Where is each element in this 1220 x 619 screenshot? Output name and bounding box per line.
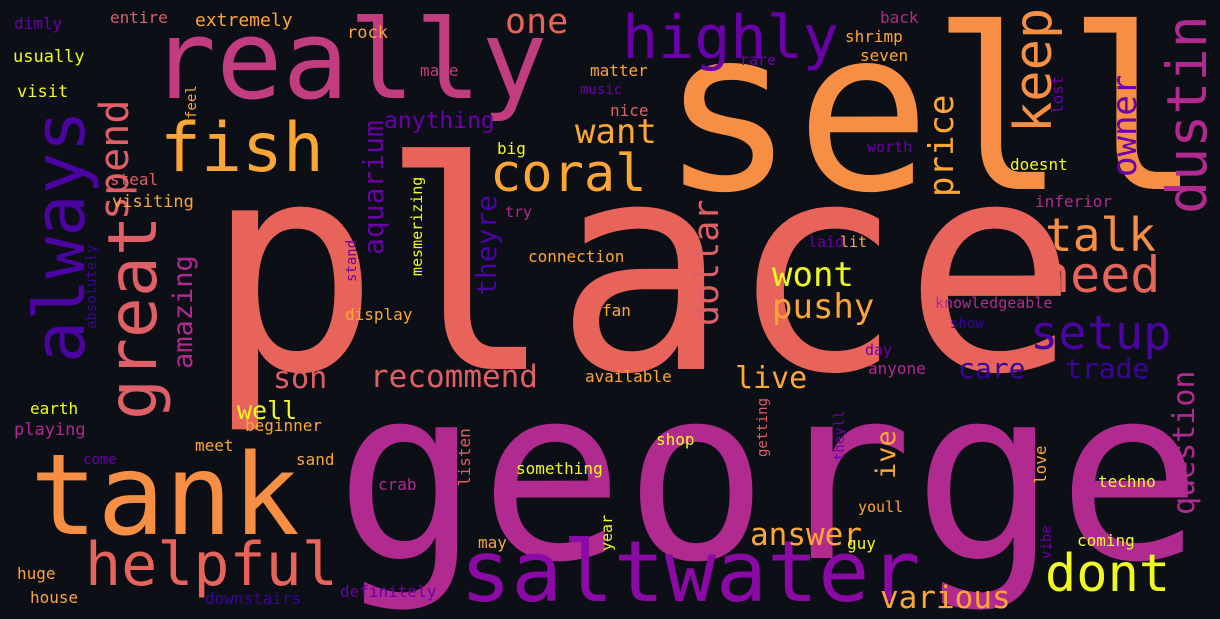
word-love: love (1031, 445, 1050, 484)
word-back: back (880, 8, 919, 27)
word-laid: laid (808, 233, 845, 251)
word-matter: matter (590, 61, 648, 80)
word-playing: playing (14, 420, 86, 440)
word-highly: highly (622, 3, 839, 73)
word-answer: answer (750, 517, 862, 553)
word-available: available (585, 367, 672, 386)
word-price: price (922, 94, 962, 197)
word-music: music (580, 82, 623, 98)
word-need: need (1040, 246, 1161, 304)
word-mesmerizing: mesmerizing (408, 176, 426, 276)
word-wont: wont (772, 255, 854, 295)
word-come: come (83, 452, 117, 468)
word-something: something (516, 459, 603, 478)
word-great: great (94, 215, 173, 420)
word-dollar: dollar (687, 199, 727, 326)
word-connection: connection (528, 247, 625, 266)
word-visiting: visiting (112, 192, 194, 212)
word-beginner: beginner (245, 416, 323, 435)
word-knowledgeable: knowledgeable (935, 294, 1053, 312)
word-care: care (958, 352, 1026, 385)
word-rare: rare (740, 51, 777, 69)
word-keep: keep (1004, 7, 1064, 133)
word-fan: fan (602, 301, 631, 320)
word-show: show (950, 316, 984, 332)
word-theyre: theyre (470, 194, 503, 296)
word-dimly: dimly (14, 14, 63, 33)
word-owner: owner (1105, 74, 1145, 177)
word-anything: anything (384, 108, 495, 134)
word-feel: feel (184, 85, 200, 119)
word-sand: sand (296, 450, 335, 469)
word-dont: dont (1045, 544, 1171, 604)
word-year: year (598, 514, 616, 551)
word-entire: entire (110, 8, 168, 27)
word-display: display (345, 305, 413, 324)
word-ive: ive (871, 430, 902, 479)
word-pushy: pushy (772, 287, 875, 327)
word-question: question (1167, 370, 1202, 516)
word-lost: lost (1048, 75, 1067, 114)
word-guy: guy (847, 534, 876, 553)
word-helpful: helpful (85, 530, 338, 600)
word-earth: earth (30, 399, 79, 418)
word-getting: getting (755, 397, 771, 457)
word-visit: visit (17, 82, 69, 102)
word-stand: stand (344, 239, 360, 282)
word-steal: steal (110, 170, 159, 189)
word-definitely: definitely (340, 582, 437, 601)
word-setup: setup (1030, 306, 1172, 361)
word-techno: techno (1098, 472, 1156, 491)
word-live: live (735, 361, 808, 396)
word-may: may (478, 533, 507, 552)
word-coral: coral (490, 144, 647, 204)
word-fish: fish (160, 109, 324, 188)
word-youll: youll (858, 498, 904, 516)
word-sell: sell (660, 0, 1202, 243)
word-big: big (497, 139, 526, 158)
word-crab: crab (378, 475, 417, 494)
word-aquarium: aquarium (357, 120, 390, 255)
word-lit: lit (840, 233, 868, 251)
word-george: george (335, 335, 1202, 615)
word-worth: worth (867, 138, 913, 156)
word-doesnt: doesnt (1010, 155, 1068, 174)
word-huge: huge (17, 564, 56, 583)
word-make: make (420, 61, 459, 80)
word-place: place (205, 101, 1078, 438)
word-coming: coming (1077, 531, 1135, 550)
word-absolutely: absolutely (84, 244, 100, 329)
word-tank: tank (30, 431, 300, 561)
word-usually: usually (13, 47, 85, 67)
word-trade: trade (1065, 352, 1150, 385)
word-day: day (865, 341, 893, 359)
word-shrimp: shrimp (845, 27, 903, 46)
word-seven: seven (860, 46, 909, 65)
word-dustin: dustin (1155, 15, 1219, 214)
word-vibe: vibe (1039, 525, 1055, 559)
word-inferior: inferior (1035, 192, 1113, 211)
word-shop: shop (656, 430, 695, 449)
word-various: various (880, 580, 1011, 616)
word-talk: talk (1045, 208, 1156, 262)
word-rock: rock (347, 23, 388, 43)
word-recommend: recommend (370, 359, 538, 395)
word-well: well (237, 396, 298, 425)
word-anyone: anyone (868, 359, 926, 378)
word-really: really (150, 0, 548, 124)
word-try: try (505, 203, 533, 221)
word-son: son (273, 361, 328, 396)
word-want: want (575, 112, 657, 152)
word-saltwater: saltwater (460, 523, 921, 619)
word-one: one (505, 2, 569, 42)
word-meet: meet (195, 436, 234, 455)
word-house: house (30, 588, 79, 607)
word-theyll: theyll (832, 410, 848, 461)
word-extremely: extremely (195, 10, 293, 31)
word-listen: listen (455, 428, 474, 486)
word-amazing: amazing (168, 255, 199, 369)
word-nice: nice (610, 101, 649, 120)
word-downstairs: downstairs (205, 589, 302, 608)
